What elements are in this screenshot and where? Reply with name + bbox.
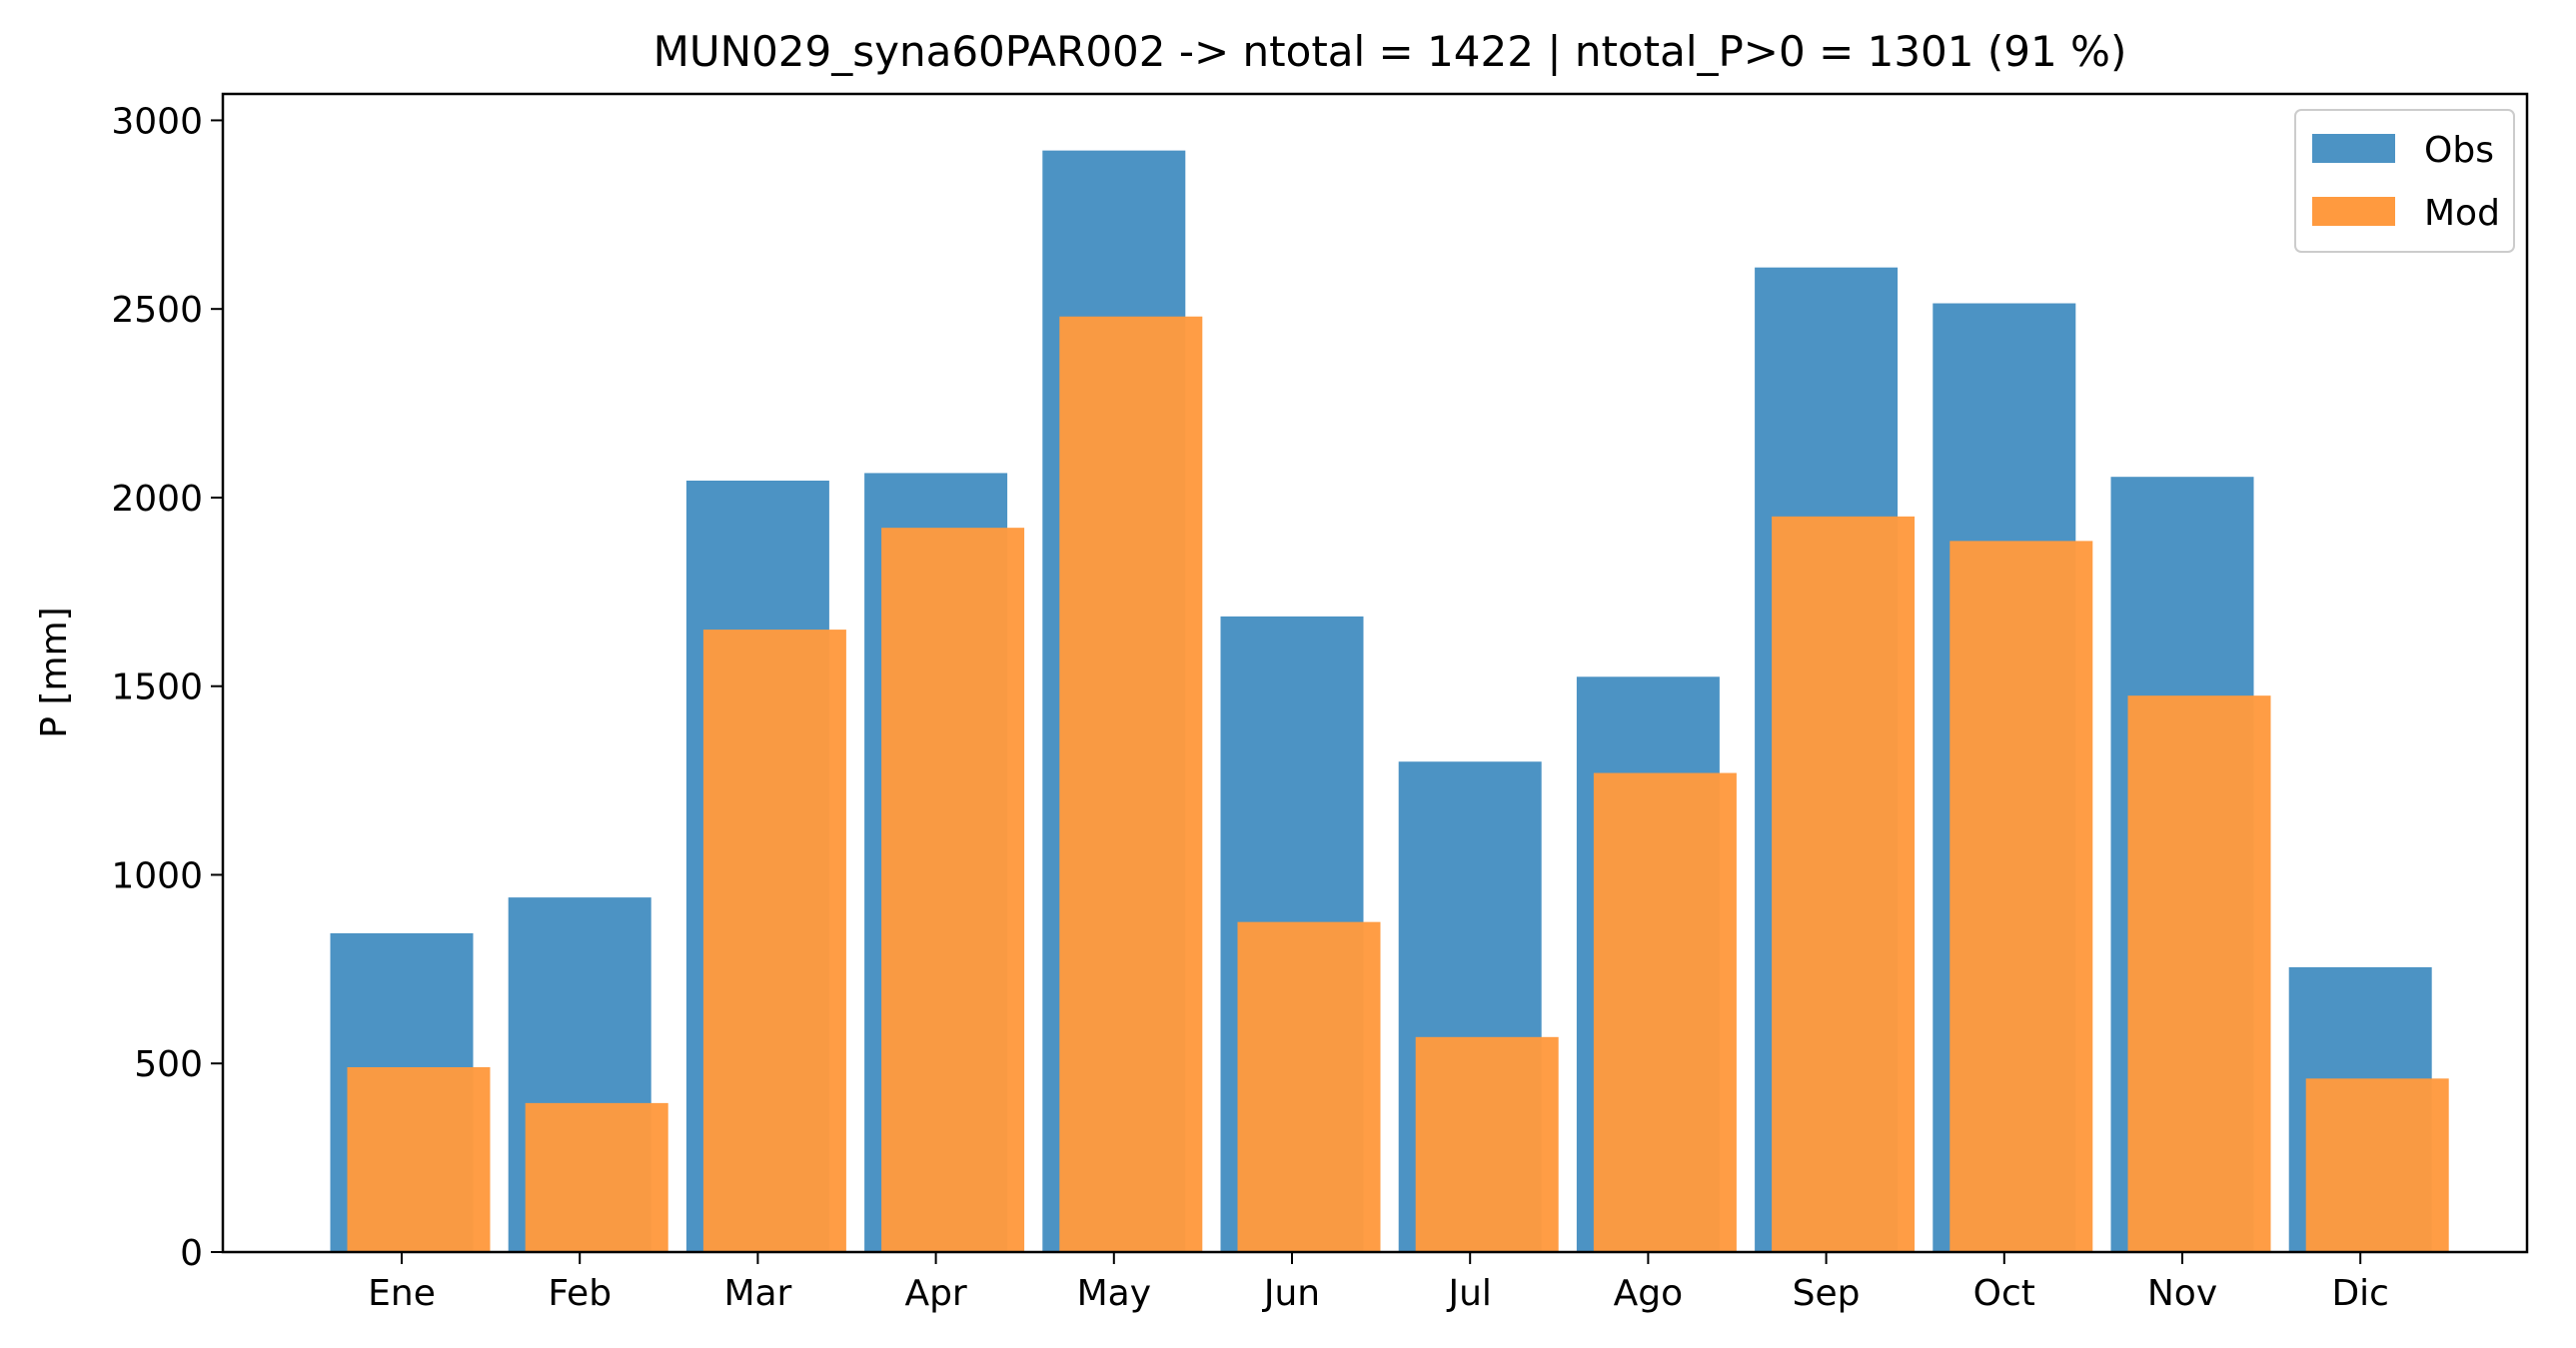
legend-swatch-mod — [2312, 197, 2395, 226]
bar-mod-feb — [525, 1102, 668, 1252]
y-axis: 0 500 1000 1500 2000 2500 3000 — [111, 101, 223, 1274]
bar-mod-apr — [881, 528, 1025, 1252]
x-tick-label-apr: Apr — [904, 1273, 966, 1314]
bar-mod-nov — [2127, 695, 2271, 1252]
x-tick-label-jul: Jul — [1446, 1273, 1491, 1314]
x-tick-label-feb: Feb — [548, 1273, 612, 1314]
y-tick-label-500: 500 — [134, 1044, 203, 1085]
x-tick-label-ago: Ago — [1614, 1273, 1684, 1314]
x-tick-label-oct: Oct — [1973, 1273, 2035, 1314]
bar-mod-oct — [1949, 541, 2093, 1252]
bar-mod-ene — [347, 1067, 491, 1252]
legend: Obs Mod — [2294, 109, 2515, 253]
x-tick-label-ene: Ene — [368, 1273, 436, 1314]
y-tick-label-1000: 1000 — [111, 855, 203, 896]
plot-frame — [221, 92, 2529, 1254]
y-tick-label-2500: 2500 — [111, 290, 203, 331]
bar-mod-dic — [2305, 1078, 2449, 1252]
x-tick-label-nov: Nov — [2147, 1273, 2217, 1314]
legend-label-mod: Mod — [2424, 193, 2500, 234]
bar-mod-mar — [702, 630, 846, 1252]
bar-mod-ago — [1593, 772, 1737, 1252]
y-tick-label-0: 0 — [180, 1233, 203, 1274]
x-axis: Ene Feb Mar Apr May Jun Jul Ago Sep Oct Nov Dic — [368, 1252, 2389, 1314]
y-tick-label-3000: 3000 — [111, 101, 203, 142]
legend-swatch-obs — [2312, 134, 2395, 163]
legend-label-obs: Obs — [2424, 130, 2494, 171]
bar-mod-sep — [1772, 516, 1916, 1252]
x-tick-label-mar: Mar — [723, 1273, 791, 1314]
x-tick-label-sep: Sep — [1793, 1273, 1861, 1314]
y-axis-label: P [mm] — [34, 607, 75, 737]
y-tick-label-1500: 1500 — [111, 668, 203, 708]
x-tick-label-dic: Dic — [2331, 1273, 2389, 1314]
y-tick-label-2000: 2000 — [111, 479, 203, 520]
bar-mod-jul — [1415, 1036, 1559, 1252]
bar-mod-jun — [1237, 921, 1381, 1252]
x-tick-label-may: May — [1077, 1273, 1151, 1314]
mod-series — [347, 316, 2449, 1253]
obs-series — [330, 150, 2432, 1253]
x-tick-label-jun: Jun — [1262, 1273, 1320, 1314]
chart-title: MUN029_syna60PAR002 -> ntotal = 1422 | n… — [653, 27, 2127, 76]
bar-mod-may — [1059, 316, 1203, 1253]
